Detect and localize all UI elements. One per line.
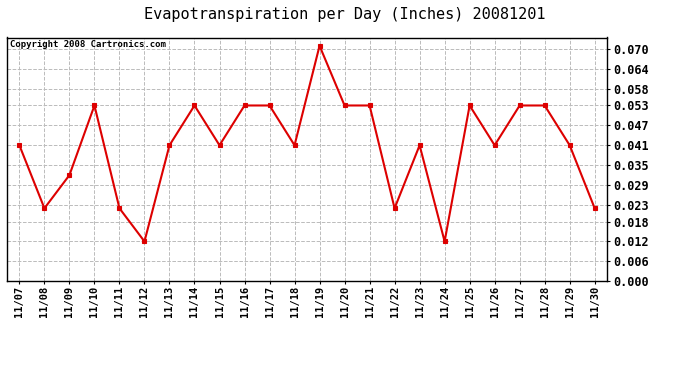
Text: Evapotranspiration per Day (Inches) 20081201: Evapotranspiration per Day (Inches) 2008…	[144, 8, 546, 22]
Text: Copyright 2008 Cartronics.com: Copyright 2008 Cartronics.com	[10, 40, 166, 49]
